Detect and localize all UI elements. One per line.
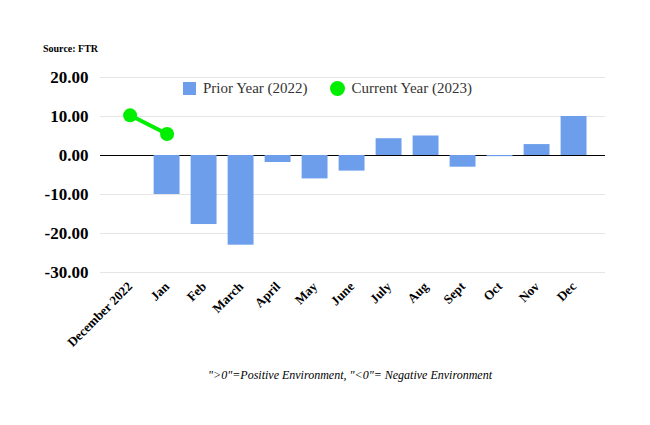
svg-text:Jan: Jan [147,278,172,303]
svg-text:July: July [367,278,395,306]
svg-text:10.00: 10.00 [50,107,88,126]
svg-text:-30.00: -30.00 [45,263,89,282]
svg-text:0.00: 0.00 [59,146,89,165]
svg-text:Dec: Dec [554,279,580,305]
svg-text:-10.00: -10.00 [45,185,89,204]
svg-text:April: April [252,279,284,311]
html-text:Prior Year (2022): Prior Year (2022) [203,80,308,96]
svg-text:Sept: Sept [440,278,468,306]
svg-text:Oct: Oct [480,278,505,303]
svg-text:March: March [209,278,247,316]
html-text:">0"=Positive Environment, "<0: ">0"=Positive Environment, "<0"= Negativ… [208,368,492,382]
svg-text:20.00: 20.00 [50,68,88,87]
svg-text:Nov: Nov [516,278,543,305]
svg-text:Feb: Feb [184,279,209,304]
html-text:Current Year (2023): Current Year (2023) [351,80,472,96]
svg-text:May: May [292,278,321,307]
svg-text:June: June [328,279,358,309]
svg-text:Aug: Aug [404,278,431,305]
html-text:Source: FTR: Source: FTR [43,43,99,54]
svg-text:December 2022: December 2022 [64,279,135,350]
svg-text:-20.00: -20.00 [45,224,89,243]
